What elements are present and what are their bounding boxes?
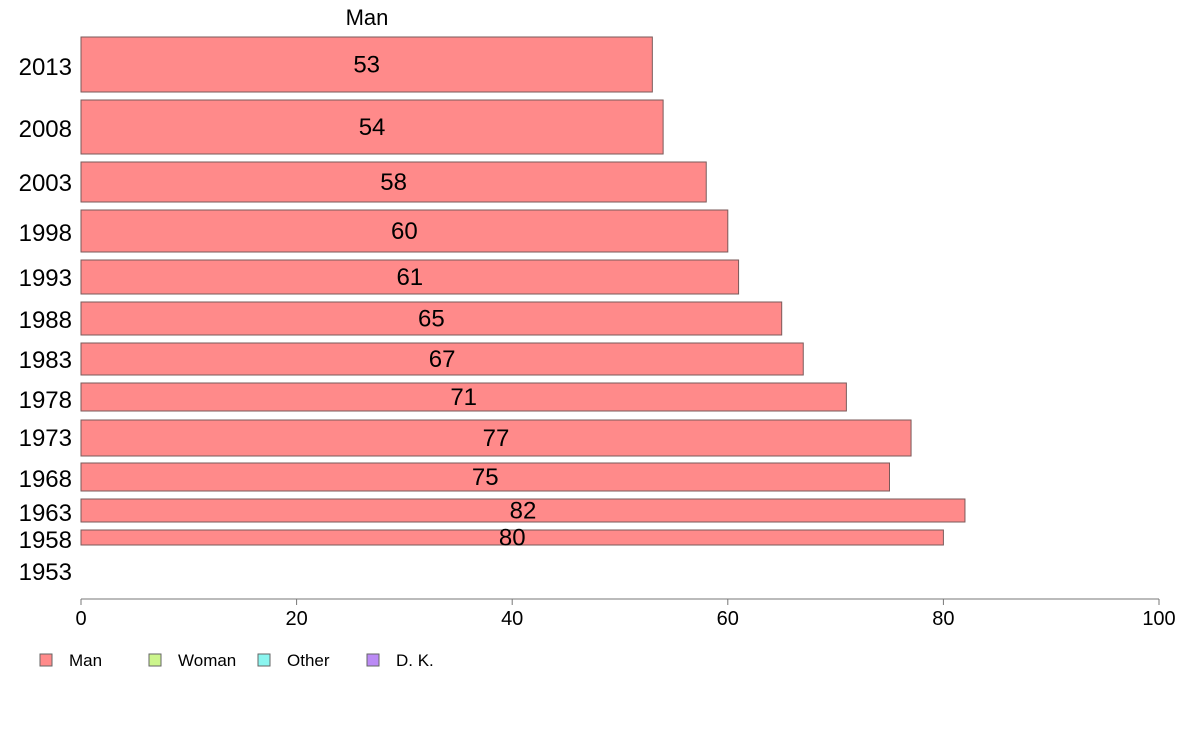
legend-swatch [148,653,162,667]
x-tick-label: 0 [75,608,86,630]
year-label: 1958 [19,527,72,554]
value-label: 65 [418,306,445,333]
bar-1993 [80,259,740,295]
bar-1978 [80,382,847,412]
year-label: 2013 [19,54,72,81]
x-tick-label: 100 [1142,608,1175,630]
year-label: 1983 [19,347,72,374]
legend-swatch [366,653,380,667]
value-label: 61 [396,264,423,291]
value-label: 54 [359,114,386,141]
x-tick-label: 80 [932,608,954,630]
value-label: 80 [499,525,526,552]
year-label: 1968 [19,466,72,493]
legend-swatch [39,653,53,667]
value-label: 75 [472,464,499,491]
year-label: 1998 [19,220,72,247]
year-label: 1978 [19,387,72,414]
x-tick-label: 40 [501,608,523,630]
bar-2003 [80,161,707,203]
legend-label: Woman [178,651,236,670]
year-label: 2003 [19,170,72,197]
legend-swatch [257,653,271,667]
value-label: 71 [450,384,477,411]
bar-1988 [80,301,783,336]
bar-2013 [80,36,653,93]
year-labels: 2013 2008 2003 1998 1993 1988 1983 1978 1973 1968… [19,54,72,586]
x-axis: 0 20 40 60 80 100 [75,598,1176,630]
year-label: 1963 [19,500,72,527]
value-label: 82 [510,498,537,525]
bar-1998 [80,209,729,253]
legend: Man Woman Other D. K. [39,651,434,670]
bars [80,36,966,546]
value-label: 58 [380,169,407,196]
bar-1958 [80,529,944,546]
year-label: 1953 [19,559,72,586]
year-label: 2008 [19,116,72,143]
bar-2008 [80,99,664,155]
value-label: 60 [391,218,418,245]
bar-1983 [80,342,804,376]
x-tick-label: 20 [285,608,307,630]
panel-label: Man [346,5,389,30]
value-label: 77 [483,425,510,452]
year-label: 1988 [19,307,72,334]
year-label: 1993 [19,265,72,292]
bar-1963 [80,498,966,523]
legend-label: D. K. [396,651,434,670]
year-label: 1973 [19,425,72,452]
bar-1973 [80,419,912,457]
bar-1968 [80,462,890,492]
value-label: 53 [353,52,380,79]
value-label: 67 [429,346,456,373]
legend-label: Man [69,651,102,670]
legend-label: Other [287,651,330,670]
x-tick-label: 60 [717,608,739,630]
